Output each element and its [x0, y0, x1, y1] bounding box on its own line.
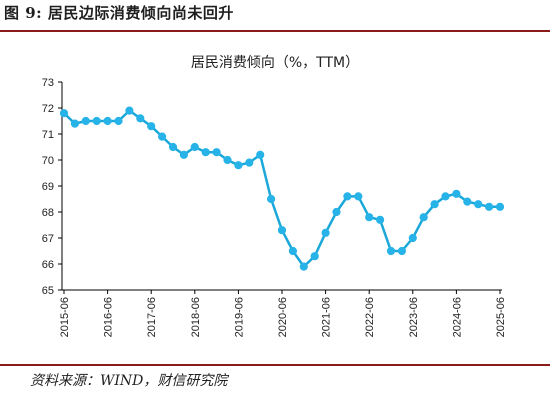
data-point	[474, 200, 483, 209]
x-tick-label: 2023-06	[408, 297, 420, 337]
y-tick-label: 66	[42, 259, 54, 271]
source-note: 资料来源：WIND，财信研究院	[30, 373, 228, 389]
y-tick-label: 73	[42, 77, 54, 89]
data-point	[92, 116, 101, 126]
data-point	[147, 122, 156, 131]
x-tick-label: 2015-06	[59, 297, 71, 337]
data-point	[408, 233, 417, 243]
x-tick-label: 2016-06	[103, 297, 115, 337]
data-point	[397, 246, 406, 256]
data-point	[299, 262, 308, 271]
data-point	[201, 148, 210, 157]
x-tick-label: 2021-06	[321, 297, 333, 337]
figure-title: 图 9: 居民边际消费倾向尚未回升	[4, 4, 234, 22]
data-point	[223, 155, 232, 165]
data-point	[267, 194, 276, 204]
series-line	[63, 109, 500, 268]
top-rule	[0, 30, 550, 32]
data-point	[81, 116, 90, 126]
data-point	[256, 150, 265, 159]
x-tick-label: 2018-06	[190, 297, 202, 337]
y-tick-label: 72	[42, 103, 54, 115]
data-point	[485, 202, 494, 211]
x-tick-label: 2019-06	[233, 297, 245, 337]
data-point	[288, 246, 297, 256]
data-point	[343, 192, 352, 201]
axes: 65 66 67 68 69 70 71 72 73 2015-06 2016-06 2017-06 2…	[42, 77, 507, 337]
chart-title: 居民消费倾向（%，TTM）	[191, 55, 359, 71]
y-tick-label: 69	[42, 181, 54, 193]
data-point	[332, 207, 341, 217]
data-point	[190, 142, 199, 152]
line-chart: 居民消费倾向（%，TTM） 65 66 67 68 69 70 71 72 73 2015-06 2…	[42, 55, 507, 337]
data-point	[376, 215, 385, 224]
data-point	[419, 213, 428, 222]
y-tick-label: 67	[42, 233, 54, 245]
data-point	[70, 119, 80, 128]
data-point	[463, 197, 472, 206]
data-point	[245, 158, 254, 167]
y-tick-label: 70	[42, 155, 54, 167]
data-point	[158, 132, 167, 141]
x-tick-label: 2025-06	[495, 297, 507, 337]
data-point	[441, 192, 450, 201]
data-point	[354, 192, 363, 201]
bottom-rule	[0, 364, 550, 366]
data-point	[430, 200, 439, 209]
data-point	[495, 202, 505, 211]
y-tick-label: 65	[42, 285, 54, 297]
data-point	[114, 116, 123, 126]
x-tick-label: 2024-06	[451, 297, 463, 337]
data-point	[179, 150, 188, 159]
data-point	[212, 148, 221, 157]
data-point	[310, 252, 319, 261]
x-tick-label: 2022-06	[364, 297, 376, 337]
data-point	[136, 114, 145, 123]
data-point	[365, 213, 374, 222]
plot-area	[59, 106, 505, 271]
data-point	[277, 226, 287, 235]
x-tick-label: 2017-06	[146, 297, 158, 337]
data-point	[103, 116, 112, 126]
data-point	[321, 228, 330, 237]
data-point	[452, 189, 461, 198]
data-point	[59, 109, 69, 118]
data-point	[168, 142, 178, 152]
data-point	[234, 161, 243, 170]
data-point	[386, 246, 396, 256]
y-tick-label: 71	[42, 129, 54, 141]
y-tick-label: 68	[42, 207, 54, 219]
x-tick-label: 2020-06	[277, 297, 289, 337]
data-point	[125, 106, 134, 115]
